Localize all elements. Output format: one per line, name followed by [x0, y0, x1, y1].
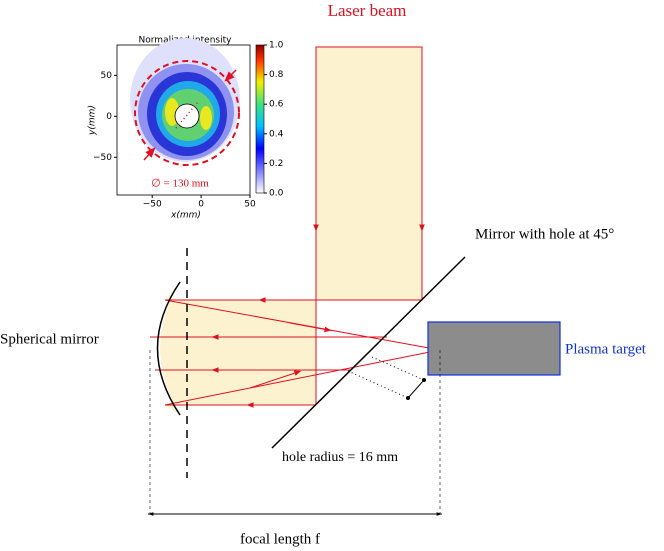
target-label: Plasma target [565, 341, 647, 357]
spherical-mirror [156, 281, 181, 416]
holed-mirror [271, 256, 466, 449]
hole-dimension [347, 356, 426, 400]
y-tick-label: −50 [93, 153, 112, 163]
colorbar-tick-label: 0.4 [269, 129, 284, 139]
plasma-target [427, 321, 561, 376]
mirror-label: Mirror with hole at 45° [475, 226, 614, 242]
colorbar [255, 44, 265, 194]
focal-label: focal length f [240, 531, 320, 547]
beam-label: Laser beam [328, 1, 407, 20]
diameter-note: ∅ = 130 mm [151, 178, 209, 190]
inset-chart: Normalized intensity ∅ = 130 mm x(mm) y(… [88, 36, 284, 221]
y-axis-label: y(mm) [88, 105, 98, 136]
y-tick-label: 50 [101, 71, 113, 81]
intensity-map [130, 38, 240, 166]
colorbar-tick-label: 0.8 [269, 70, 284, 80]
x-axis-label: x(mm) [170, 211, 201, 221]
colorbar-tick-label: 1.0 [269, 41, 284, 51]
x-tick-label: 50 [244, 200, 256, 210]
spherical-label: Spherical mirror [0, 331, 99, 347]
x-tick-label: −50 [143, 200, 162, 210]
colorbar-tick-label: 0.6 [269, 100, 284, 110]
colorbar-tick-label: 0.2 [269, 159, 283, 169]
y-tick-label: 0 [106, 112, 112, 122]
focal-dimension [147, 350, 443, 516]
hole-label: hole radius = 16 mm [282, 450, 398, 465]
beam-paths [150, 46, 441, 415]
x-tick-label: 0 [198, 200, 204, 210]
colorbar-tick-label: 0.0 [269, 189, 284, 199]
